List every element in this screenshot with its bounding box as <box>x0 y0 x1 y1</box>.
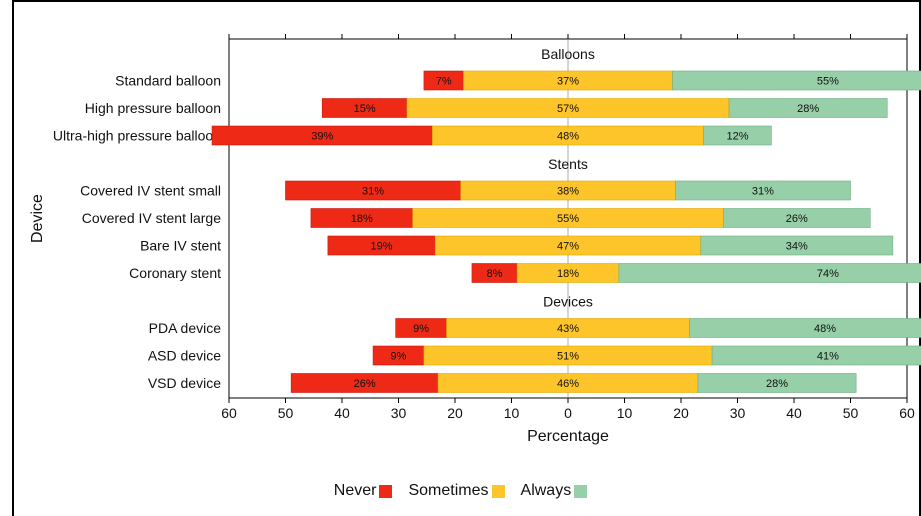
x-tick-label: 10 <box>617 405 633 421</box>
category-label: Covered IV stent large <box>82 210 222 226</box>
legend-never: Never <box>334 482 393 500</box>
bar-always-label: 74% <box>817 268 839 280</box>
legend-sometimes-swatch <box>491 484 505 498</box>
bar-sometimes-label: 46% <box>557 378 579 390</box>
bar-always-label: 12% <box>726 131 748 143</box>
legend-always-label: Always <box>520 482 572 499</box>
bar-always <box>703 125 772 146</box>
legend-sometimes: Sometimes <box>408 482 505 500</box>
bar-always <box>675 180 851 201</box>
category-label: ASD device <box>148 348 221 364</box>
legend-always-swatch <box>574 484 588 498</box>
diverging-bar-chart: 60 50 40 30 20 10 0 10 20 30 40 50 60 Percentage Devic… <box>29 34 921 445</box>
category-label: VSD device <box>148 375 221 391</box>
group-title: Devices <box>543 294 593 310</box>
bar-sometimes-label: 55% <box>557 213 579 225</box>
group-title: Stents <box>548 156 588 172</box>
bar-always-label: 41% <box>817 351 839 363</box>
x-axis-title: Percentage <box>527 428 609 445</box>
bar-sometimes-label: 51% <box>557 351 579 363</box>
bar-always-label: 28% <box>766 378 788 390</box>
x-tick-label: 60 <box>221 405 237 421</box>
x-tick-label: 40 <box>334 405 350 421</box>
x-tick-label: 20 <box>673 405 689 421</box>
bar-always <box>618 263 921 283</box>
x-tick-label: 10 <box>504 405 520 421</box>
x-tick-label: 50 <box>278 405 294 421</box>
bar-sometimes-label: 18% <box>557 268 579 280</box>
category-label: Coronary stent <box>129 265 221 281</box>
bar-always <box>711 345 921 366</box>
bar-never-label: 31% <box>362 186 384 198</box>
bar-sometimes-label: 38% <box>557 186 579 198</box>
x-tick-label: 30 <box>730 405 746 421</box>
bar-always <box>700 235 894 256</box>
legend-always: Always <box>521 482 588 500</box>
bar-never-label: 39% <box>311 131 333 143</box>
category-label: Bare IV stent <box>140 238 221 254</box>
bar-never-label: 19% <box>371 241 393 253</box>
bar-sometimes-label: 47% <box>557 241 579 253</box>
bar-never-label: 26% <box>354 378 376 390</box>
x-tick-label: 40 <box>786 405 802 421</box>
bar-sometimes-label: 43% <box>557 323 579 335</box>
bar-always-label: 26% <box>786 213 808 225</box>
category-label: High pressure balloon <box>85 100 221 116</box>
bar-never-label: 15% <box>354 103 376 115</box>
x-tick-label: 50 <box>843 405 859 421</box>
x-tick-label: 0 <box>564 405 572 421</box>
legend: Never Sometimes Always <box>0 482 921 500</box>
x-tick-label: 30 <box>391 405 407 421</box>
bar-always-label: 31% <box>752 186 774 198</box>
category-label: Ultra-high pressure balloon <box>53 128 221 144</box>
bar-always-label: 28% <box>797 103 819 115</box>
bar-never-label: 18% <box>351 213 373 225</box>
bar-always <box>697 373 857 393</box>
legend-sometimes-label: Sometimes <box>408 482 489 499</box>
legend-never-swatch <box>379 484 393 498</box>
bar-always-label: 48% <box>814 323 836 335</box>
category-label: Standard balloon <box>115 73 221 89</box>
x-tick-label: 20 <box>447 405 463 421</box>
bar-never-label: 9% <box>413 323 429 335</box>
group-title: Balloons <box>541 46 595 62</box>
figure-frame <box>12 0 921 516</box>
bar-always <box>672 70 921 91</box>
bar-sometimes-label: 57% <box>557 103 579 115</box>
bar-always <box>723 208 871 228</box>
bar-sometimes-label: 37% <box>557 76 579 88</box>
legend-never-label: Never <box>333 482 377 499</box>
bar-never-label: 8% <box>487 268 503 280</box>
bar-never-label: 7% <box>436 76 452 88</box>
y-axis-title: Device <box>29 194 46 243</box>
category-label: Covered IV stent small <box>80 183 221 199</box>
bar-always-label: 34% <box>786 241 808 253</box>
bar-never-label: 9% <box>391 351 407 363</box>
x-tick-label: 60 <box>899 405 915 421</box>
bar-always <box>728 98 888 118</box>
category-label: PDA device <box>149 320 222 336</box>
bar-sometimes-label: 48% <box>557 131 579 143</box>
bar-always <box>689 318 921 338</box>
bar-always-label: 55% <box>817 76 839 88</box>
